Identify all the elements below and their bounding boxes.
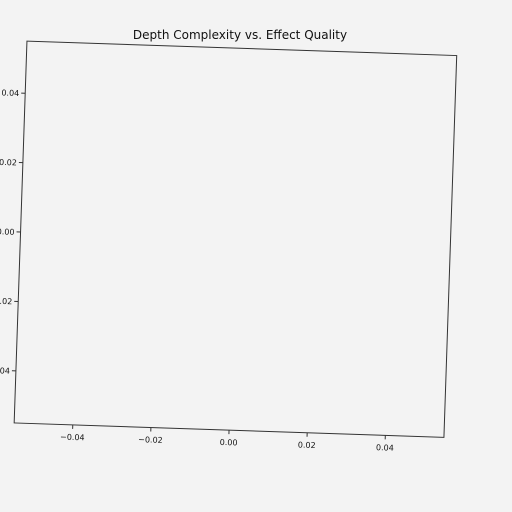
x-tick-label: 0.04: [376, 443, 394, 453]
chart-title: Depth Complexity vs. Effect Quality: [133, 28, 347, 42]
plot-group: −0.04 −0.02 0.00 0.02 0.04 −0.04 −0.02 0.00 0.0…: [0, 40, 458, 453]
x-tick-label: −0.04: [60, 432, 85, 442]
y-tick-label: 0.00: [0, 227, 15, 237]
x-tick-label: 0.00: [220, 438, 238, 448]
x-tick-label: −0.02: [138, 435, 163, 445]
x-axis: −0.04 −0.02 0.00 0.02 0.04: [60, 424, 394, 453]
x-tick-label: 0.02: [298, 440, 316, 450]
y-tick-label: 0.04: [1, 88, 19, 98]
y-tick-label: −0.04: [0, 366, 10, 376]
y-axis: −0.04 −0.02 0.00 0.02 0.04: [0, 88, 26, 376]
y-tick-label: 0.02: [0, 158, 17, 168]
y-tick-label: −0.02: [0, 296, 12, 306]
plot-frame: [13, 40, 458, 438]
